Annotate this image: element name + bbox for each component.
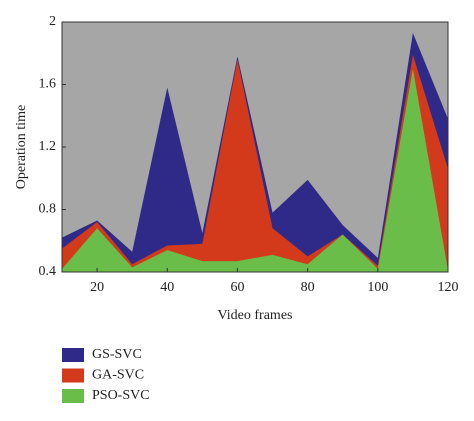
y-tick-label: 1.6	[39, 77, 57, 92]
y-tick-label: 0.4	[39, 264, 57, 279]
y-axis-label: Operation time	[14, 105, 29, 189]
y-tick-label: 2	[49, 14, 56, 29]
legend-swatch	[62, 389, 84, 403]
x-tick-label: 80	[301, 280, 315, 295]
area	[62, 54, 448, 272]
x-tick-label: 120	[438, 280, 459, 295]
area	[62, 68, 448, 272]
y-tick-label: 0.8	[39, 202, 57, 217]
legend-swatch	[62, 368, 84, 383]
legend-label: GA-SVC	[92, 368, 144, 383]
legend-swatch	[62, 348, 84, 362]
x-tick-label: 20	[90, 280, 104, 295]
x-tick-label: 60	[230, 280, 244, 295]
x-tick-label: 40	[160, 280, 174, 295]
x-tick-label: 100	[367, 280, 388, 295]
legend-label: GS-SVC	[92, 347, 142, 362]
x-axis-label: Video frames	[218, 308, 293, 323]
legend-label: PSO-SVC	[92, 388, 150, 403]
y-tick-label: 1.2	[39, 139, 57, 154]
